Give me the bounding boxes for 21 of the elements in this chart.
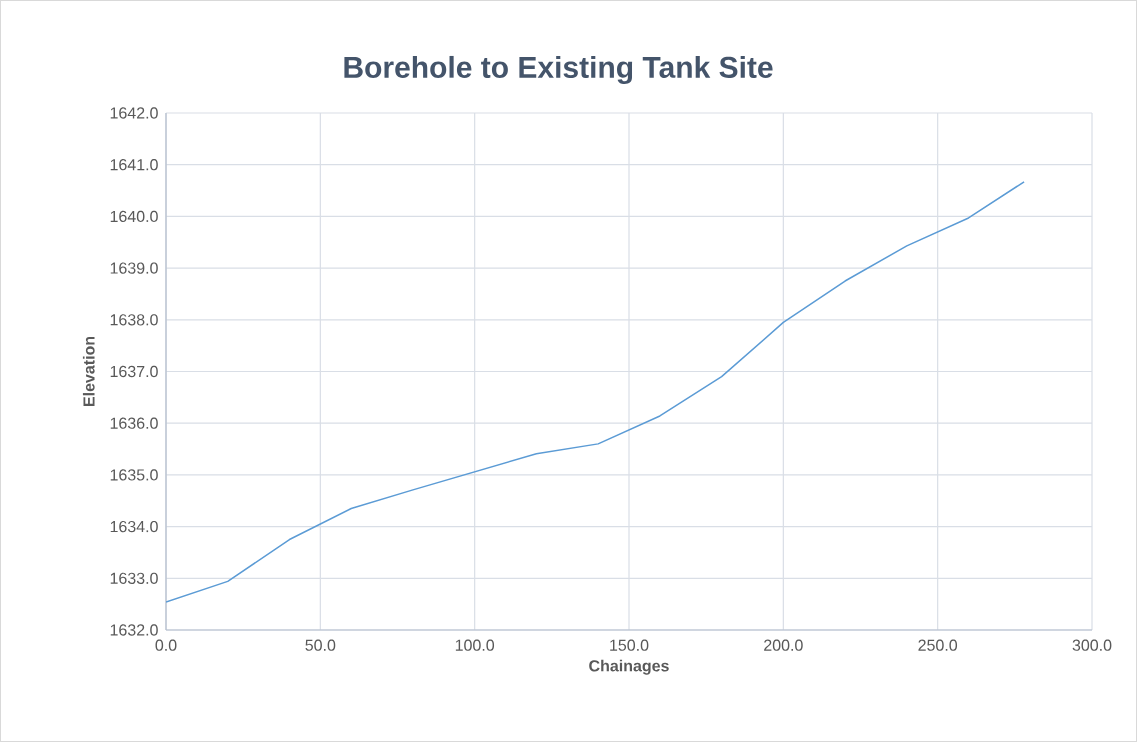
x-tick-label: 50.0 (305, 639, 336, 651)
x-tick-label: 0.0 (155, 639, 177, 651)
x-tick-label: 300.0 (1072, 639, 1112, 651)
y-tick-label: 1634.0 (110, 520, 158, 533)
y-tick-label: 1637.0 (110, 365, 158, 378)
x-axis-title: Chainages (589, 659, 669, 675)
x-tick-label: 150.0 (610, 639, 649, 651)
y-tick-label: 1642.0 (110, 107, 158, 119)
y-tick-label: 1633.0 (110, 572, 158, 584)
x-tick-label: 200.0 (764, 639, 803, 651)
y-tick-label: 1639.0 (110, 262, 158, 274)
x-tick-label: 100.0 (455, 639, 495, 651)
y-tick-label: 1641.0 (110, 159, 158, 171)
y-tick-label: 1632.0 (110, 624, 158, 636)
y-tick-label: 1636.0 (110, 417, 158, 429)
y-tick-label: 1638.0 (110, 314, 158, 326)
y-tick-label: 1640.0 (110, 210, 158, 223)
y-axis-title: Elevation (82, 336, 95, 406)
y-tick-label: 1635.0 (110, 469, 158, 481)
chart-title: Borehole to Existing Tank Site (344, 55, 773, 85)
x-tick-label: 250.0 (918, 639, 958, 651)
